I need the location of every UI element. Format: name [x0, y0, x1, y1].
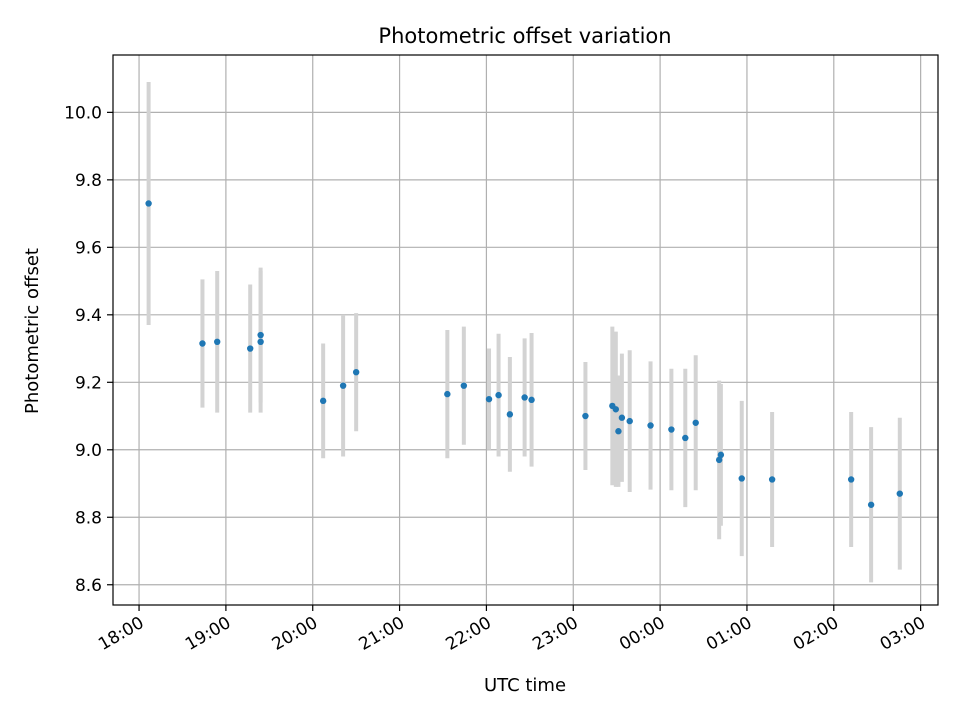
data-point	[692, 419, 699, 426]
data-point	[485, 395, 493, 403]
data-point	[618, 414, 626, 421]
y-tick-label: 9.8	[75, 171, 102, 191]
data-point	[738, 475, 745, 482]
y-axis: 8.6 8.8 9.0 9.2 9.4 9.6 9.8 10.0	[64, 103, 113, 596]
data-point	[717, 451, 725, 459]
data-point	[495, 391, 502, 399]
data-point	[145, 200, 152, 207]
data-point	[612, 406, 620, 413]
data-point	[668, 426, 675, 433]
data-point	[352, 368, 360, 376]
y-tick-label: 9.6	[75, 238, 102, 258]
data-point	[247, 345, 254, 352]
data-point	[615, 428, 622, 435]
data-point	[768, 476, 776, 483]
data-point	[647, 422, 654, 429]
data-point	[528, 396, 535, 404]
data-point	[506, 411, 514, 418]
y-tick-label: 10.0	[64, 103, 102, 123]
x-axis-label: UTC time	[484, 675, 566, 696]
y-tick-label: 8.8	[75, 508, 102, 528]
data-point	[847, 476, 855, 483]
data-point	[626, 417, 633, 425]
y-tick-label: 8.6	[75, 576, 102, 596]
data-point	[682, 434, 689, 442]
data-point	[715, 456, 723, 464]
data-point	[444, 390, 451, 398]
y-tick-label: 9.2	[75, 373, 102, 393]
data-point	[199, 340, 206, 347]
data-point	[582, 412, 589, 420]
data-point	[521, 394, 528, 401]
y-axis-label: Photometric offset	[22, 248, 43, 414]
y-tick-label: 9.0	[75, 441, 102, 461]
data-point	[319, 397, 327, 405]
y-tick-label: 9.4	[75, 306, 102, 326]
data-points	[145, 200, 903, 508]
data-point	[257, 338, 264, 346]
data-point	[460, 382, 468, 389]
data-point	[214, 338, 221, 346]
plot-frame	[112, 54, 939, 606]
chart-title: Photometric offset variation	[378, 24, 671, 48]
data-point	[896, 490, 903, 497]
data-point	[867, 501, 875, 508]
data-point	[257, 331, 264, 339]
data-point	[339, 382, 347, 389]
